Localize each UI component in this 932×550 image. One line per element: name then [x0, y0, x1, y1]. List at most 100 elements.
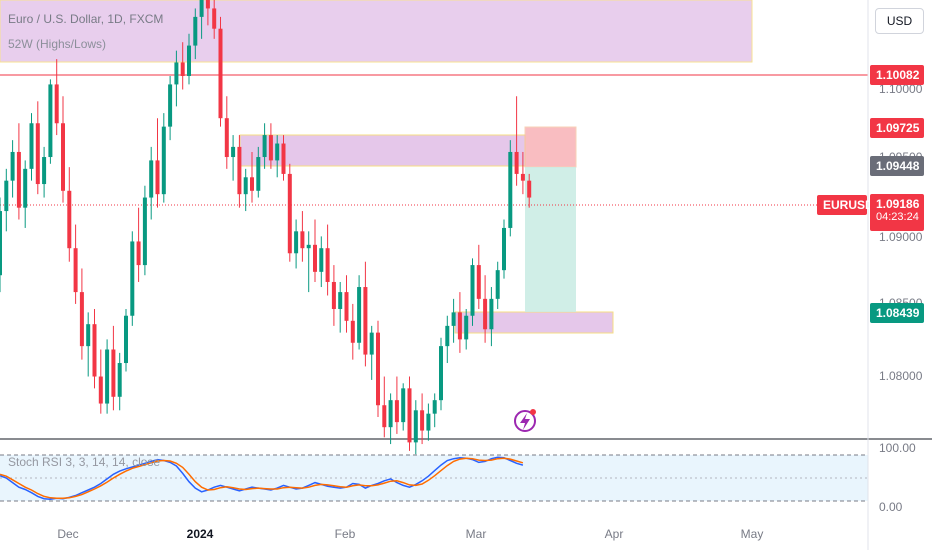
zone-52w-high: [0, 0, 753, 63]
candle-body: [420, 410, 425, 431]
candle-body: [174, 62, 179, 85]
candle-body: [193, 16, 198, 46]
candle-body: [48, 84, 53, 158]
candlesticks: [0, 0, 532, 455]
candle-body: [294, 231, 299, 254]
candle-body: [10, 151, 15, 181]
time-axis-label: Dec: [57, 527, 79, 541]
candle-body: [407, 388, 412, 443]
candle-body: [508, 151, 513, 228]
zone-resistance: [239, 134, 526, 167]
candle-body: [357, 287, 362, 343]
candle-body: [376, 332, 380, 406]
candle-body: [439, 346, 443, 401]
time-axis-label: May: [740, 527, 764, 541]
candle-body: [313, 244, 317, 272]
current-price-tag: 1.09186 04:23:24: [870, 194, 924, 231]
candle-body: [388, 400, 393, 428]
high-52w-price-tag: 1.10082: [870, 65, 924, 85]
chart-title[interactable]: Euro / U.S. Dollar, 1D, FXCM: [8, 12, 164, 26]
candle-body: [268, 135, 273, 161]
candle-body: [149, 160, 154, 198]
candle-body: [432, 400, 437, 414]
position-stop-loss-zone[interactable]: [524, 126, 577, 168]
candle-body: [262, 135, 267, 158]
candle-body: [212, 8, 217, 29]
currency-button[interactable]: USD: [875, 8, 924, 34]
zone-support: [454, 311, 614, 334]
indicator-label[interactable]: 52W (Highs/Lows): [8, 37, 107, 51]
stop-loss-price-tag: 1.09725: [870, 118, 924, 138]
candle-body: [86, 324, 91, 347]
candle-body: [180, 62, 185, 76]
candle-body: [281, 143, 286, 174]
candle-body: [520, 173, 525, 181]
candle-body: [29, 123, 34, 169]
candle-body: [319, 248, 324, 272]
candle-body: [92, 324, 97, 377]
candle-body: [413, 410, 418, 443]
candle-body: [124, 315, 128, 364]
candle-body: [331, 281, 336, 309]
candle-body: [338, 292, 343, 309]
price-axis-label: 1.08000: [879, 369, 923, 383]
oscillator-axis-label: 100.00: [879, 441, 916, 455]
candle-body: [470, 265, 475, 316]
candle-body: [344, 292, 349, 321]
candle-body: [73, 248, 78, 293]
candle-body: [489, 298, 494, 330]
candle-body: [67, 190, 72, 249]
candle-body: [35, 123, 40, 185]
candle-body: [79, 292, 84, 347]
candle-body: [426, 413, 431, 431]
candle-body: [187, 45, 191, 76]
candle-body: [495, 270, 500, 299]
candle-body: [61, 123, 65, 191]
candle-body: [514, 151, 519, 174]
candle-body: [0, 211, 2, 276]
time-axis-label: 2024: [186, 527, 214, 541]
stoch-d-line: [0, 457, 524, 499]
candle-body: [287, 173, 292, 254]
lightning-bolt-icon[interactable]: [514, 409, 536, 432]
take-profit-price-tag: 1.08439: [870, 303, 924, 323]
candle-body: [401, 388, 406, 423]
candle-body: [16, 151, 21, 208]
candle-body: [250, 177, 254, 191]
candle-body: [111, 349, 116, 397]
candle-body: [382, 405, 387, 428]
candle-body: [394, 400, 399, 423]
candle-body: [243, 177, 248, 195]
current-price-value: 1.09186: [876, 197, 920, 211]
candle-body: [527, 180, 532, 198]
candle-body: [4, 180, 9, 212]
bar-countdown: 04:23:24: [876, 211, 919, 223]
candle-body: [105, 349, 110, 404]
candle-body: [306, 244, 311, 249]
candle-body: [363, 287, 368, 355]
candle-body: [98, 376, 103, 404]
candle-body: [350, 320, 355, 343]
symbol-tag: EURUSD: [817, 195, 874, 215]
entry-price-tag: 1.09448: [870, 156, 924, 176]
position-take-profit-zone[interactable]: [525, 167, 576, 312]
candle-body: [224, 118, 229, 158]
price-axis-label: 1.09000: [879, 230, 923, 244]
candle-body: [130, 241, 135, 316]
candle-body: [325, 248, 330, 282]
candle-body: [23, 168, 28, 208]
price-axis-label: 1.10000: [879, 82, 923, 96]
candle-body: [205, 0, 210, 9]
candle-body: [451, 312, 456, 326]
candle-body: [136, 241, 141, 266]
candle-body: [218, 28, 223, 119]
candle-body: [464, 315, 469, 340]
oscillator-label[interactable]: Stoch RSI 3, 3, 14, 14, close: [8, 455, 161, 469]
candle-body: [161, 126, 166, 195]
candle-body: [476, 265, 481, 299]
candle-body: [275, 143, 280, 161]
time-axis-label: Feb: [334, 527, 356, 541]
time-axis-label: Mar: [465, 527, 487, 541]
candle-body: [483, 298, 488, 330]
